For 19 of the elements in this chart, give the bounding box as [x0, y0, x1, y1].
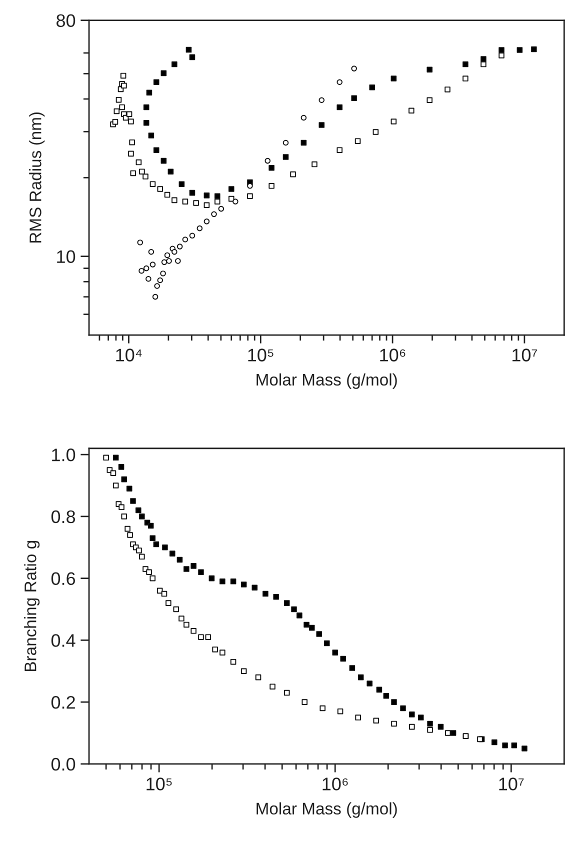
y-axis-title: Branching Ratio g [24, 540, 40, 672]
x-tick-label: 10⁷ [499, 778, 524, 790]
y-tick-label: 80 [56, 14, 76, 28]
y-tick-label: 0.2 [51, 696, 75, 709]
x-axis-title: Molar Mass (g/mol) [256, 373, 397, 389]
y-tick-label: 0.0 [51, 758, 76, 771]
x-axis-title: Molar Mass (g/mol) [256, 802, 397, 818]
y-tick-label: 10 [57, 250, 76, 264]
y-tick-label: 0.8 [51, 510, 76, 524]
x-tick-label: 10⁶ [322, 778, 348, 790]
x-tick-label: 10⁶ [380, 348, 406, 362]
x-tick-label: 10⁴ [116, 348, 142, 362]
y-tick-label: 1.0 [52, 448, 76, 462]
y-axis-title: RMS Radius (nm) [29, 112, 45, 243]
y-tick-label: 0.4 [51, 634, 76, 647]
x-tick-label: 10⁵ [248, 348, 274, 362]
y-tick-label: 0.6 [51, 572, 76, 586]
x-tick-label: 10⁵ [146, 778, 172, 790]
x-tick-label: 10⁷ [512, 348, 538, 362]
